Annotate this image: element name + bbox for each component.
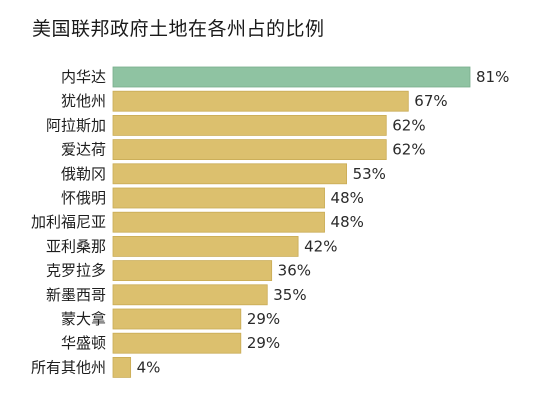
value-label-3: 62%	[392, 141, 425, 159]
category-label-10: 蒙大拿	[61, 310, 106, 328]
category-label-7: 亚利桑那	[46, 237, 106, 255]
bar-6	[112, 211, 325, 233]
value-label-5: 48%	[331, 189, 364, 207]
bar-5	[112, 187, 325, 209]
bar-2	[112, 115, 387, 136]
bar-1	[112, 90, 409, 112]
value-label-10: 29%	[247, 310, 280, 328]
category-label-1: 犹他州	[61, 92, 106, 110]
bar-0	[112, 66, 471, 88]
category-label-0: 内华达	[61, 68, 106, 86]
bar-3	[112, 139, 387, 161]
bar-12	[112, 356, 132, 378]
value-label-9: 35%	[273, 286, 306, 304]
category-label-2: 阿拉斯加	[46, 116, 106, 134]
value-label-7: 42%	[304, 237, 337, 255]
value-label-6: 48%	[331, 213, 364, 231]
chart-title: 美国联邦政府土地在各州占的比例	[32, 18, 325, 40]
bar-9	[112, 284, 268, 306]
value-label-8: 36%	[278, 262, 311, 280]
value-label-1: 67%	[414, 92, 447, 110]
value-labels-group: 81% 67% 62% 62% 53% 48% 48% 42% 36% 35% 29% 29% 4%	[137, 68, 510, 376]
value-label-0: 81%	[476, 68, 509, 86]
category-label-4: 俄勒冈	[61, 165, 106, 183]
value-label-4: 53%	[353, 165, 386, 183]
value-label-12: 4%	[137, 358, 161, 376]
value-label-11: 29%	[247, 334, 280, 352]
bar-7	[112, 235, 299, 257]
bar-4	[112, 163, 347, 185]
category-labels-group: 内华达犹他州阿拉斯加爱达荷俄勒冈怀俄明加利福尼亚亚利桑那克罗拉多新墨西哥蒙大拿华…	[31, 68, 106, 376]
category-label-8: 克罗拉多	[46, 262, 106, 280]
category-label-9: 新墨西哥	[46, 286, 106, 304]
category-label-11: 华盛顿	[61, 334, 106, 352]
bar-11	[112, 332, 242, 354]
bar-10	[112, 308, 242, 330]
category-label-3: 爱达荷	[61, 141, 106, 159]
category-label-12: 所有其他州	[31, 358, 106, 376]
category-label-6: 加利福尼亚	[31, 213, 106, 231]
bar-8	[112, 260, 273, 282]
category-label-5: 怀俄明	[61, 189, 106, 207]
bars-group	[112, 66, 471, 378]
value-label-2: 62%	[392, 116, 425, 134]
